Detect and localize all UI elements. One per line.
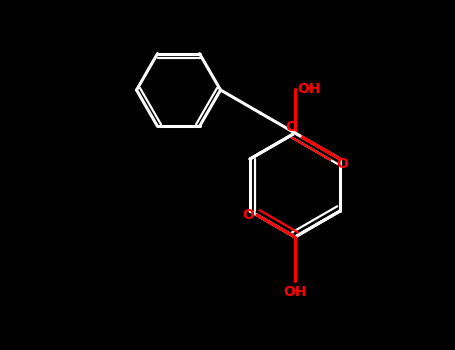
Text: O: O [285,120,297,134]
Text: O: O [336,157,348,171]
Text: O: O [242,208,254,222]
Text: OH: OH [283,285,307,299]
Text: OH: OH [297,82,320,96]
